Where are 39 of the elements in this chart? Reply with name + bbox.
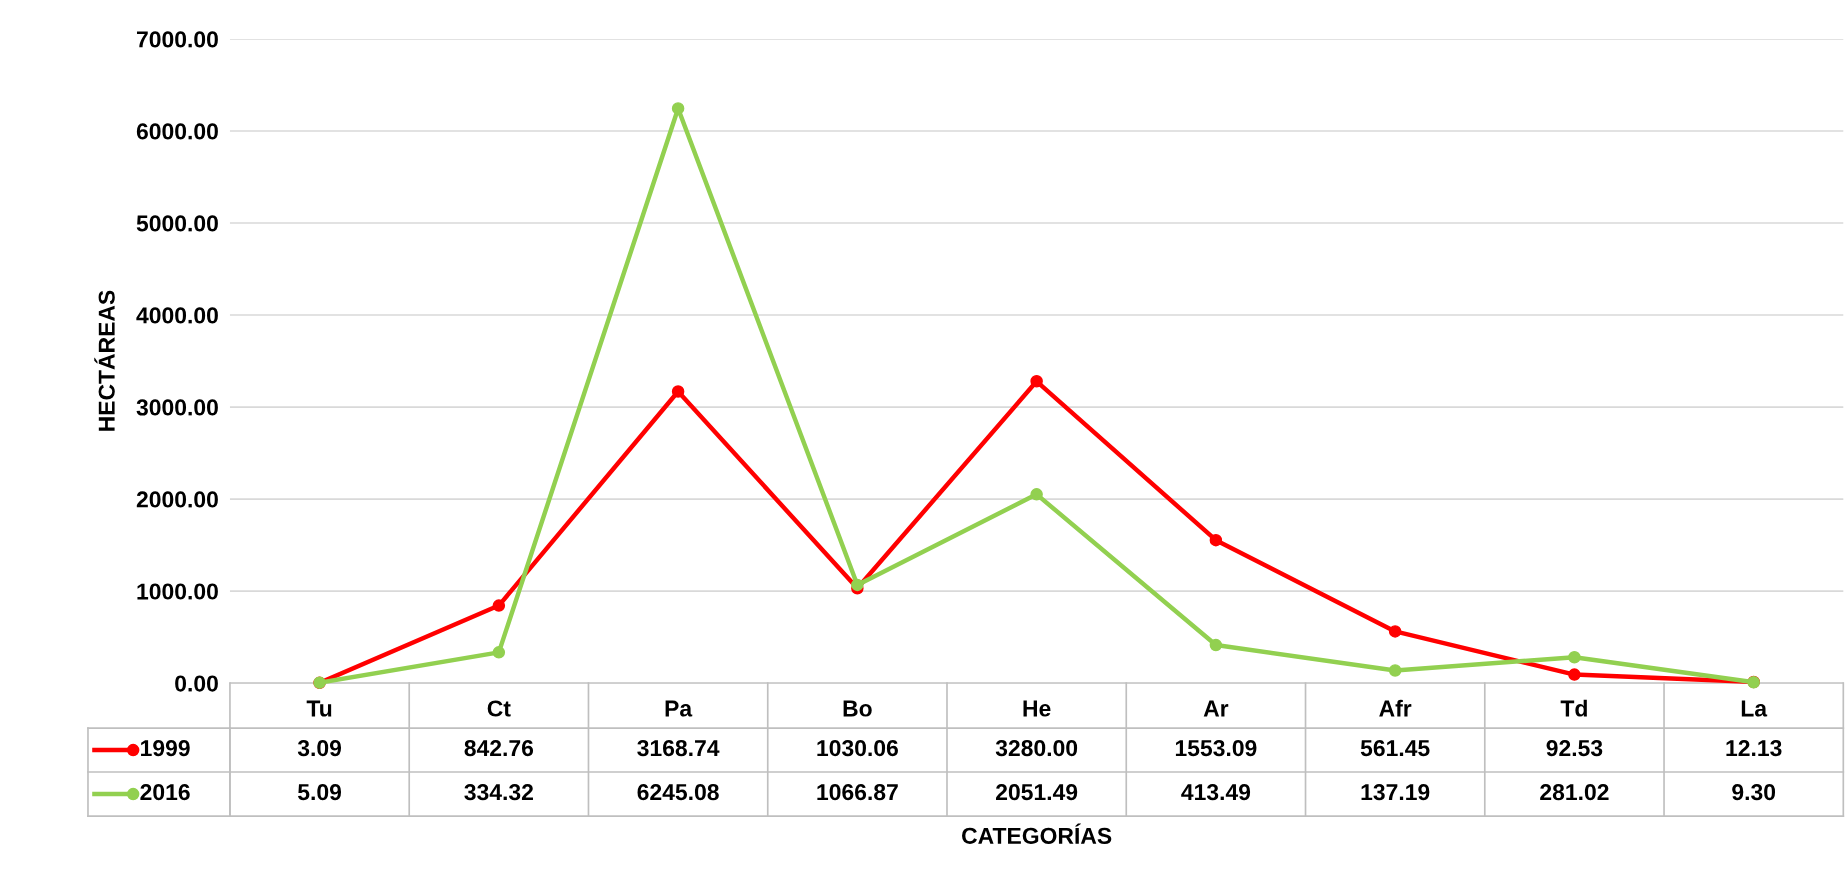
data-label: 5.09 bbox=[297, 784, 342, 801]
data-label: 3168.74 bbox=[637, 739, 720, 757]
x-tick-label: Ar bbox=[1203, 700, 1229, 717]
x-tick-label: La bbox=[1741, 700, 1768, 717]
x-tick-label: Td bbox=[1560, 699, 1587, 717]
data-label: 1030.06 bbox=[817, 739, 898, 757]
y-tick-label: 0.00 bbox=[175, 675, 218, 692]
y-tick-label: 2000.00 bbox=[136, 491, 218, 508]
data-label: 137.19 bbox=[1361, 784, 1430, 801]
data-label: 413.49 bbox=[1181, 784, 1251, 801]
data-label: 561.45 bbox=[1360, 739, 1430, 757]
data-label: 2051.49 bbox=[996, 784, 1078, 801]
x-tick-label: Afr bbox=[1379, 699, 1412, 717]
data-label: 92.53 bbox=[1546, 739, 1603, 757]
data-label: 281.02 bbox=[1540, 784, 1609, 801]
data-label: 3.09 bbox=[297, 739, 342, 757]
x-tick-label: Bo bbox=[843, 700, 872, 717]
x-tick-label: Tu bbox=[306, 700, 332, 717]
x-tick-label: Pa bbox=[665, 700, 693, 717]
legend-label: 1999 bbox=[141, 739, 190, 757]
data-label: 3280.00 bbox=[995, 739, 1078, 757]
data-label: 9.30 bbox=[1732, 784, 1776, 801]
data-label: 12.13 bbox=[1726, 739, 1782, 757]
x-tick-label: He bbox=[1023, 700, 1051, 717]
y-tick-label: 6000.00 bbox=[136, 123, 218, 140]
y-tick-label: 4000.00 bbox=[136, 307, 218, 324]
data-label: 6245.08 bbox=[637, 784, 719, 801]
x-tick-label: Ct bbox=[487, 700, 511, 717]
data-label: 1066.87 bbox=[817, 784, 898, 801]
data-label: 334.32 bbox=[464, 784, 533, 801]
data-label: 1553.09 bbox=[1175, 739, 1257, 757]
legend-label: 2016 bbox=[140, 784, 190, 801]
y-tick-label: 3000.00 bbox=[136, 399, 218, 416]
y-tick-label: 5000.00 bbox=[136, 215, 218, 232]
x-axis-title: CATEGORÍAS bbox=[962, 823, 1112, 844]
y-axis-title: HECTÁREAS bbox=[94, 290, 115, 431]
y-tick-label: 7000.00 bbox=[137, 31, 218, 48]
y-tick-label: 1000.00 bbox=[137, 583, 218, 600]
data-label: 842.76 bbox=[464, 739, 534, 757]
